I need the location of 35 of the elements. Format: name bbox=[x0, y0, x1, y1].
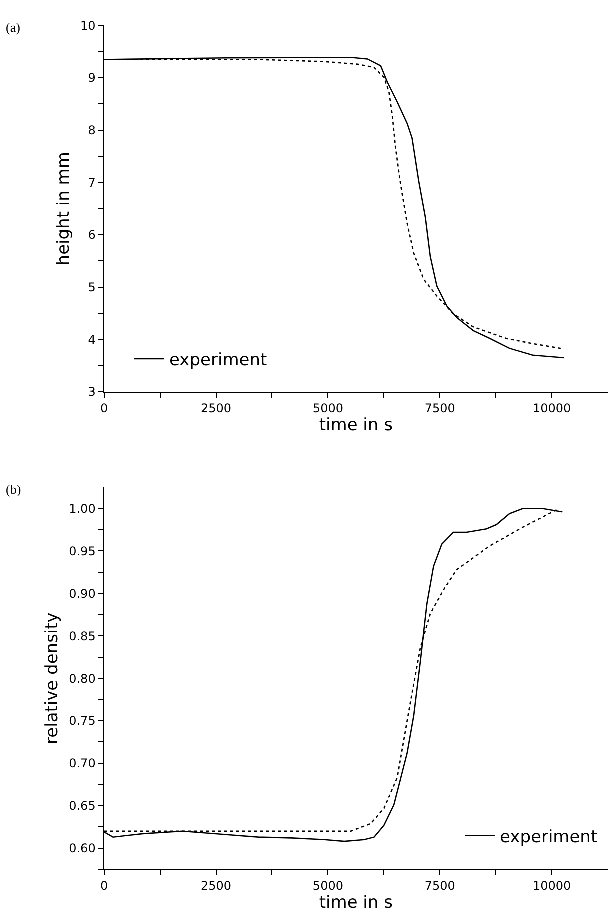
y-tick-label: 1.00 bbox=[69, 502, 96, 516]
x-tick-label: 10000 bbox=[532, 402, 572, 416]
legend-label: experiment bbox=[170, 350, 268, 371]
chart-title: (a) bbox=[6, 20, 20, 35]
y-tick-label: 9 bbox=[88, 71, 96, 86]
y-tick-label: 0.75 bbox=[69, 714, 96, 728]
x-tick-label: 7500 bbox=[424, 879, 456, 894]
legend-label: experiment bbox=[500, 827, 598, 848]
x-axis-title: time in s bbox=[319, 893, 394, 914]
y-tick-label: 3 bbox=[88, 385, 96, 400]
y-axis-title: height in mm bbox=[54, 152, 74, 266]
y-tick-label: 0.65 bbox=[69, 799, 96, 814]
y-tick-label: 8 bbox=[88, 124, 96, 138]
y-axis-title: relative density bbox=[42, 612, 63, 744]
y-tick-label: 7 bbox=[88, 176, 96, 190]
y-tick-label: 4 bbox=[88, 332, 96, 347]
y-tick-label: 0.60 bbox=[69, 842, 96, 856]
y-tick-label: 0.70 bbox=[69, 756, 96, 771]
x-tick-label: 0 bbox=[100, 879, 108, 894]
x-axis-title: time in s bbox=[319, 416, 394, 436]
x-tick-label: 2500 bbox=[200, 879, 232, 894]
x-tick-label: 10000 bbox=[532, 879, 572, 894]
x-tick-label: 7500 bbox=[424, 402, 456, 416]
x-tick-label: 0 bbox=[100, 402, 108, 416]
chart-title: (b) bbox=[6, 482, 22, 497]
x-tick-label: 5000 bbox=[312, 879, 344, 894]
y-tick-label: 6 bbox=[88, 228, 96, 242]
x-tick-label: 2500 bbox=[200, 402, 232, 416]
y-tick-label: 0.80 bbox=[69, 672, 96, 686]
y-tick-label: 0.95 bbox=[69, 544, 96, 558]
x-tick-label: 5000 bbox=[312, 402, 344, 416]
y-tick-label: 10 bbox=[80, 18, 96, 33]
y-tick-label: 5 bbox=[88, 280, 96, 295]
y-tick-label: 0.90 bbox=[69, 586, 96, 601]
y-tick-label: 0.85 bbox=[69, 629, 96, 644]
